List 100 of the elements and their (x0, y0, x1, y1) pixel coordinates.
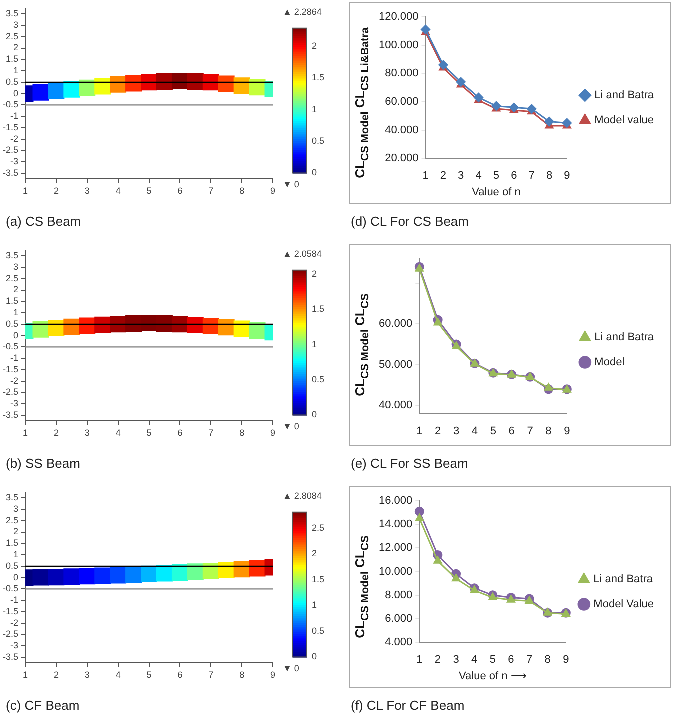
legend-label: Li and Batra (594, 90, 655, 102)
x-tick-label: 5 (490, 425, 496, 438)
x-tick-label: 4 (472, 654, 478, 666)
y-tick-label: -0.5 (2, 100, 19, 110)
text: (e) CL For SS Beam (351, 456, 468, 471)
y-tick-label: 40.000 (385, 124, 419, 136)
x-tick-label: 8 (240, 670, 245, 680)
y-tick-label: -1.5 (2, 364, 19, 374)
y-tick-label: 20.000 (385, 152, 419, 165)
text: ▼ 0 (283, 180, 300, 190)
color-bar-label: 1 (312, 600, 318, 610)
text: (d) CL For CS Beam (351, 214, 469, 229)
color-bar-label: 2 (312, 268, 318, 279)
y-tick-label: 4.000 (385, 636, 413, 649)
color-bar-label: 0.5 (312, 136, 325, 146)
x-tick-label: 9 (270, 428, 276, 438)
x-tick-label: 6 (178, 186, 183, 196)
y-tick-label: 16.000 (378, 495, 413, 508)
color-bar-label: 0.5 (312, 626, 325, 636)
x-tick-label: 6 (511, 170, 518, 182)
text: ▲ 2.0584 (283, 248, 322, 259)
x-tick-label: 7 (527, 425, 534, 438)
x-tick-label: 7 (208, 428, 214, 438)
x-tick-label: 9 (563, 654, 570, 666)
y-tick-label: 1.5 (6, 538, 19, 548)
y-tick-label: 8.000 (385, 589, 413, 602)
y-tick-label: 3.5 (6, 250, 19, 261)
x-tick-label: 2 (440, 170, 446, 182)
x-tick-label: 8 (546, 170, 553, 182)
color-bar-label: 1 (312, 339, 318, 350)
x-tick-label: 9 (564, 425, 570, 438)
text: ▼ 0 (283, 664, 300, 674)
color-bar-label: 2 (312, 41, 318, 52)
y-tick-label: 2.5 (6, 273, 19, 284)
x-tick-label: 2 (54, 186, 59, 196)
y-tick-label: 3.5 (6, 492, 19, 503)
y-tick-label: -3 (10, 640, 19, 651)
y-tick-label: -3.5 (2, 168, 19, 178)
y-tick-label: 1 (13, 308, 19, 318)
x-tick-label: 8 (240, 428, 245, 438)
y-tick-label: 60.000 (385, 96, 419, 108)
x-tick-label: 6 (508, 654, 514, 666)
x-tick-label: 1 (23, 428, 28, 438)
x-tick-label: 3 (458, 170, 464, 182)
legend-label: Li and Batra (594, 332, 655, 344)
y-tick-label: 3.5 (6, 8, 19, 19)
y-tick-label: 100.000 (378, 39, 419, 52)
x-tick-label: 7 (208, 670, 214, 680)
color-bar-label: 0 (312, 410, 318, 420)
y-tick-label: 3 (13, 20, 19, 30)
y-tick-label: 1.5 (6, 54, 19, 64)
y-tick-label: 3 (13, 262, 19, 272)
color-bar-label: 1 (312, 104, 318, 114)
color-bar-label: 1.5 (312, 304, 325, 314)
color-bar-label: 2.5 (312, 522, 325, 533)
y-tick-label: -2 (10, 376, 19, 386)
y-tick-label: -1 (10, 353, 19, 364)
color-bar-label: 1.5 (312, 72, 325, 83)
legend-label: Model Value (594, 598, 654, 611)
legend-label: Li and Batra (594, 574, 654, 586)
y-tick-label: 2 (13, 42, 19, 53)
y-tick-label: 2.5 (6, 515, 19, 526)
x-tick-label: 6 (508, 425, 515, 438)
y-tick-label: 40.000 (378, 400, 413, 412)
y-tick-label: -2.5 (2, 145, 19, 156)
x-tick-label: 2 (434, 654, 442, 666)
x-tick-label: 4 (472, 425, 478, 438)
y-tick-label: 10.000 (378, 566, 413, 578)
x-tick-label: 6 (178, 428, 183, 438)
y-tick-label: 0.5 (6, 318, 19, 329)
x-tick-label: 6 (178, 670, 183, 680)
x-tick-label: 4 (116, 428, 121, 438)
y-tick-label: 1 (13, 550, 19, 560)
y-tick-label: 120.000 (378, 11, 419, 24)
y-tick-label: 0.5 (6, 76, 19, 87)
x-tick-label: 8 (240, 186, 245, 196)
color-bar-label: 0.5 (312, 374, 325, 385)
y-tick-label: 60.000 (378, 318, 413, 330)
y-tick-label: 2 (13, 284, 19, 295)
y-tick-label: -0.5 (2, 342, 19, 352)
color-bar-label: 1.5 (312, 574, 325, 584)
text: ▼ 0 (283, 422, 300, 432)
y-tick-label: 80.000 (385, 68, 419, 80)
y-tick-label: -2.5 (2, 629, 19, 640)
text: ▲ 2.8084 (283, 490, 322, 501)
x-tick-label: 8 (546, 425, 552, 438)
y-tick-label: 12.000 (378, 542, 413, 554)
text: (f) CL For CF Beam (351, 698, 465, 713)
x-tick-label: 4 (476, 170, 482, 182)
text: (a) CS Beam (6, 214, 82, 229)
x-tick-label: 1 (422, 170, 429, 182)
y-tick-label: -1 (10, 111, 19, 122)
x-tick-label: 5 (146, 670, 152, 680)
x-tick-label: 7 (526, 654, 533, 666)
color-bar-label: 0 (312, 652, 318, 662)
x-tick-label: 1 (23, 670, 28, 680)
text: ▲ 2.2864 (283, 6, 322, 17)
y-tick-label: -3.5 (2, 410, 19, 420)
text: (b) SS Beam (6, 456, 80, 471)
x-tick-label: 5 (493, 170, 500, 182)
